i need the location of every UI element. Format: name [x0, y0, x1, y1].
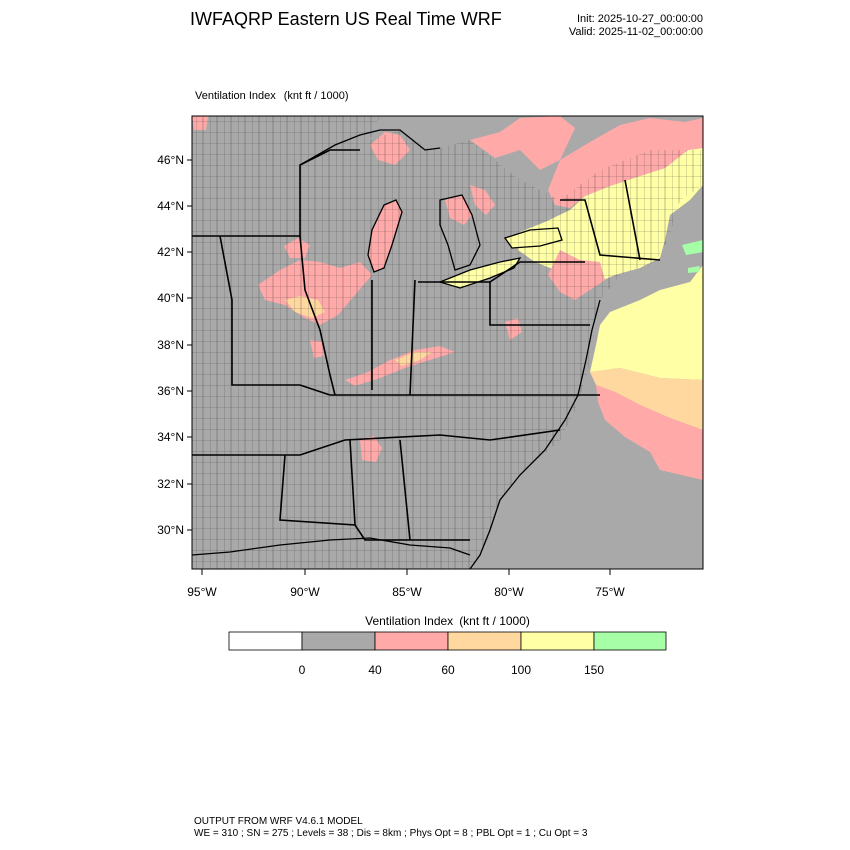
- ocean-pink-far: [650, 452, 703, 480]
- lon-label: 95°W: [187, 585, 217, 599]
- county-lines: [192, 116, 703, 569]
- colorbar-tick-label: 40: [368, 663, 382, 677]
- colorbar-bin: [374, 631, 449, 651]
- valid-time: Valid: 2025-11-02_00:00:00: [568, 26, 703, 38]
- lat-label: 32°N: [157, 477, 184, 491]
- colorbar-tick-label: 0: [298, 663, 306, 677]
- colorbar-units: (knt ft / 1000): [459, 614, 530, 628]
- lat-label: 30°N: [157, 523, 184, 537]
- lat-label: 44°N: [157, 199, 184, 213]
- colorbar-tick-label: 60: [441, 663, 455, 677]
- colorbar-bin: [301, 631, 376, 651]
- lat-label: 42°N: [157, 245, 184, 259]
- colorbar-title: Ventilation Index (knt ft / 1000): [230, 614, 665, 628]
- ocean-pink-band: [596, 385, 703, 475]
- ocean-yellow-region: [590, 265, 703, 380]
- lat-label: 36°N: [157, 384, 184, 398]
- field-name: Ventilation Index: [195, 90, 276, 102]
- pink-quebec: [470, 116, 575, 170]
- colorbar: [228, 631, 667, 651]
- model-info: OUTPUT FROM WRF V4.6.1 MODEL WE = 310 ; …: [194, 816, 587, 840]
- lon-ticks: [201, 569, 611, 575]
- lon-label: 75°W: [595, 585, 625, 599]
- model-info-line2: WE = 310 ; SN = 275 ; Levels = 38 ; Dis …: [194, 828, 588, 839]
- init-time: Init: 2025-10-27_00:00:00: [577, 13, 703, 25]
- lat-label: 38°N: [157, 338, 184, 352]
- green-spot-east: [682, 240, 703, 255]
- lon-label: 80°W: [494, 585, 524, 599]
- state-borders: [192, 149, 661, 541]
- field-label: Ventilation Index (knt ft / 1000): [195, 90, 349, 102]
- colorbar-bin: [593, 631, 667, 651]
- colorbar-bin: [228, 631, 303, 651]
- ocean-orange-band: [590, 368, 703, 430]
- model-info-line1: OUTPUT FROM WRF V4.6.1 MODEL: [194, 816, 363, 827]
- green-spot-2: [688, 266, 700, 273]
- colorbar-tick-label: 150: [583, 663, 605, 677]
- lon-label: 90°W: [290, 585, 320, 599]
- colorbar-bin: [520, 631, 595, 651]
- coastline: [192, 129, 601, 569]
- lat-label: 46°N: [157, 153, 184, 167]
- lat-label: 34°N: [157, 430, 184, 444]
- field-units: (knt ft / 1000): [283, 90, 349, 102]
- colorbar-tick-label: 100: [510, 663, 532, 677]
- map-frame: [191, 115, 704, 570]
- run-times: Init: 2025-10-27_00:00:00 Valid: 2025-11…: [540, 13, 703, 39]
- lon-label: 85°W: [392, 585, 422, 599]
- lat-ticks: [187, 159, 192, 531]
- lat-label: 40°N: [157, 291, 184, 305]
- colorbar-bin: [447, 631, 522, 651]
- plot-title: IWFAQRP Eastern US Real Time WRF: [190, 9, 502, 29]
- colorbar-field: Ventilation Index: [365, 614, 454, 628]
